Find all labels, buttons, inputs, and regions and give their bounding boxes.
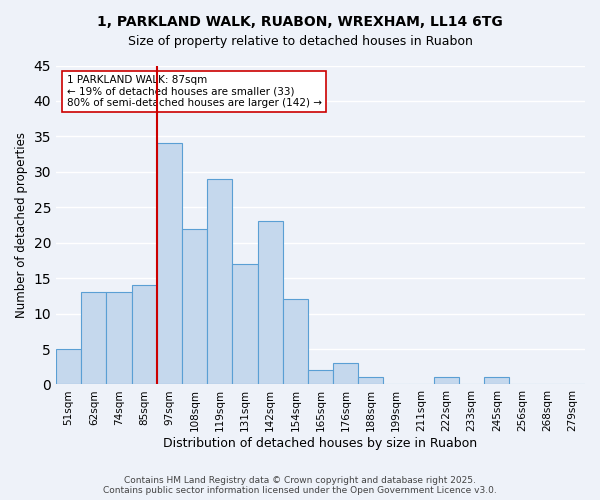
Bar	[308, 370, 333, 384]
Bar	[434, 378, 459, 384]
Bar	[283, 300, 308, 384]
Bar	[56, 349, 81, 384]
Text: 1, PARKLAND WALK, RUABON, WREXHAM, LL14 6TG: 1, PARKLAND WALK, RUABON, WREXHAM, LL14 …	[97, 15, 503, 29]
Bar	[106, 292, 131, 384]
Bar	[333, 363, 358, 384]
Bar	[232, 264, 257, 384]
Bar	[358, 378, 383, 384]
Bar	[157, 144, 182, 384]
Bar	[207, 179, 232, 384]
Y-axis label: Number of detached properties: Number of detached properties	[15, 132, 28, 318]
Bar	[257, 222, 283, 384]
Bar	[131, 285, 157, 384]
Text: 1 PARKLAND WALK: 87sqm
← 19% of detached houses are smaller (33)
80% of semi-det: 1 PARKLAND WALK: 87sqm ← 19% of detached…	[67, 75, 322, 108]
Text: Size of property relative to detached houses in Ruabon: Size of property relative to detached ho…	[128, 35, 472, 48]
Bar	[182, 228, 207, 384]
Bar	[81, 292, 106, 384]
Bar	[484, 378, 509, 384]
Text: Contains HM Land Registry data © Crown copyright and database right 2025.
Contai: Contains HM Land Registry data © Crown c…	[103, 476, 497, 495]
X-axis label: Distribution of detached houses by size in Ruabon: Distribution of detached houses by size …	[163, 437, 478, 450]
